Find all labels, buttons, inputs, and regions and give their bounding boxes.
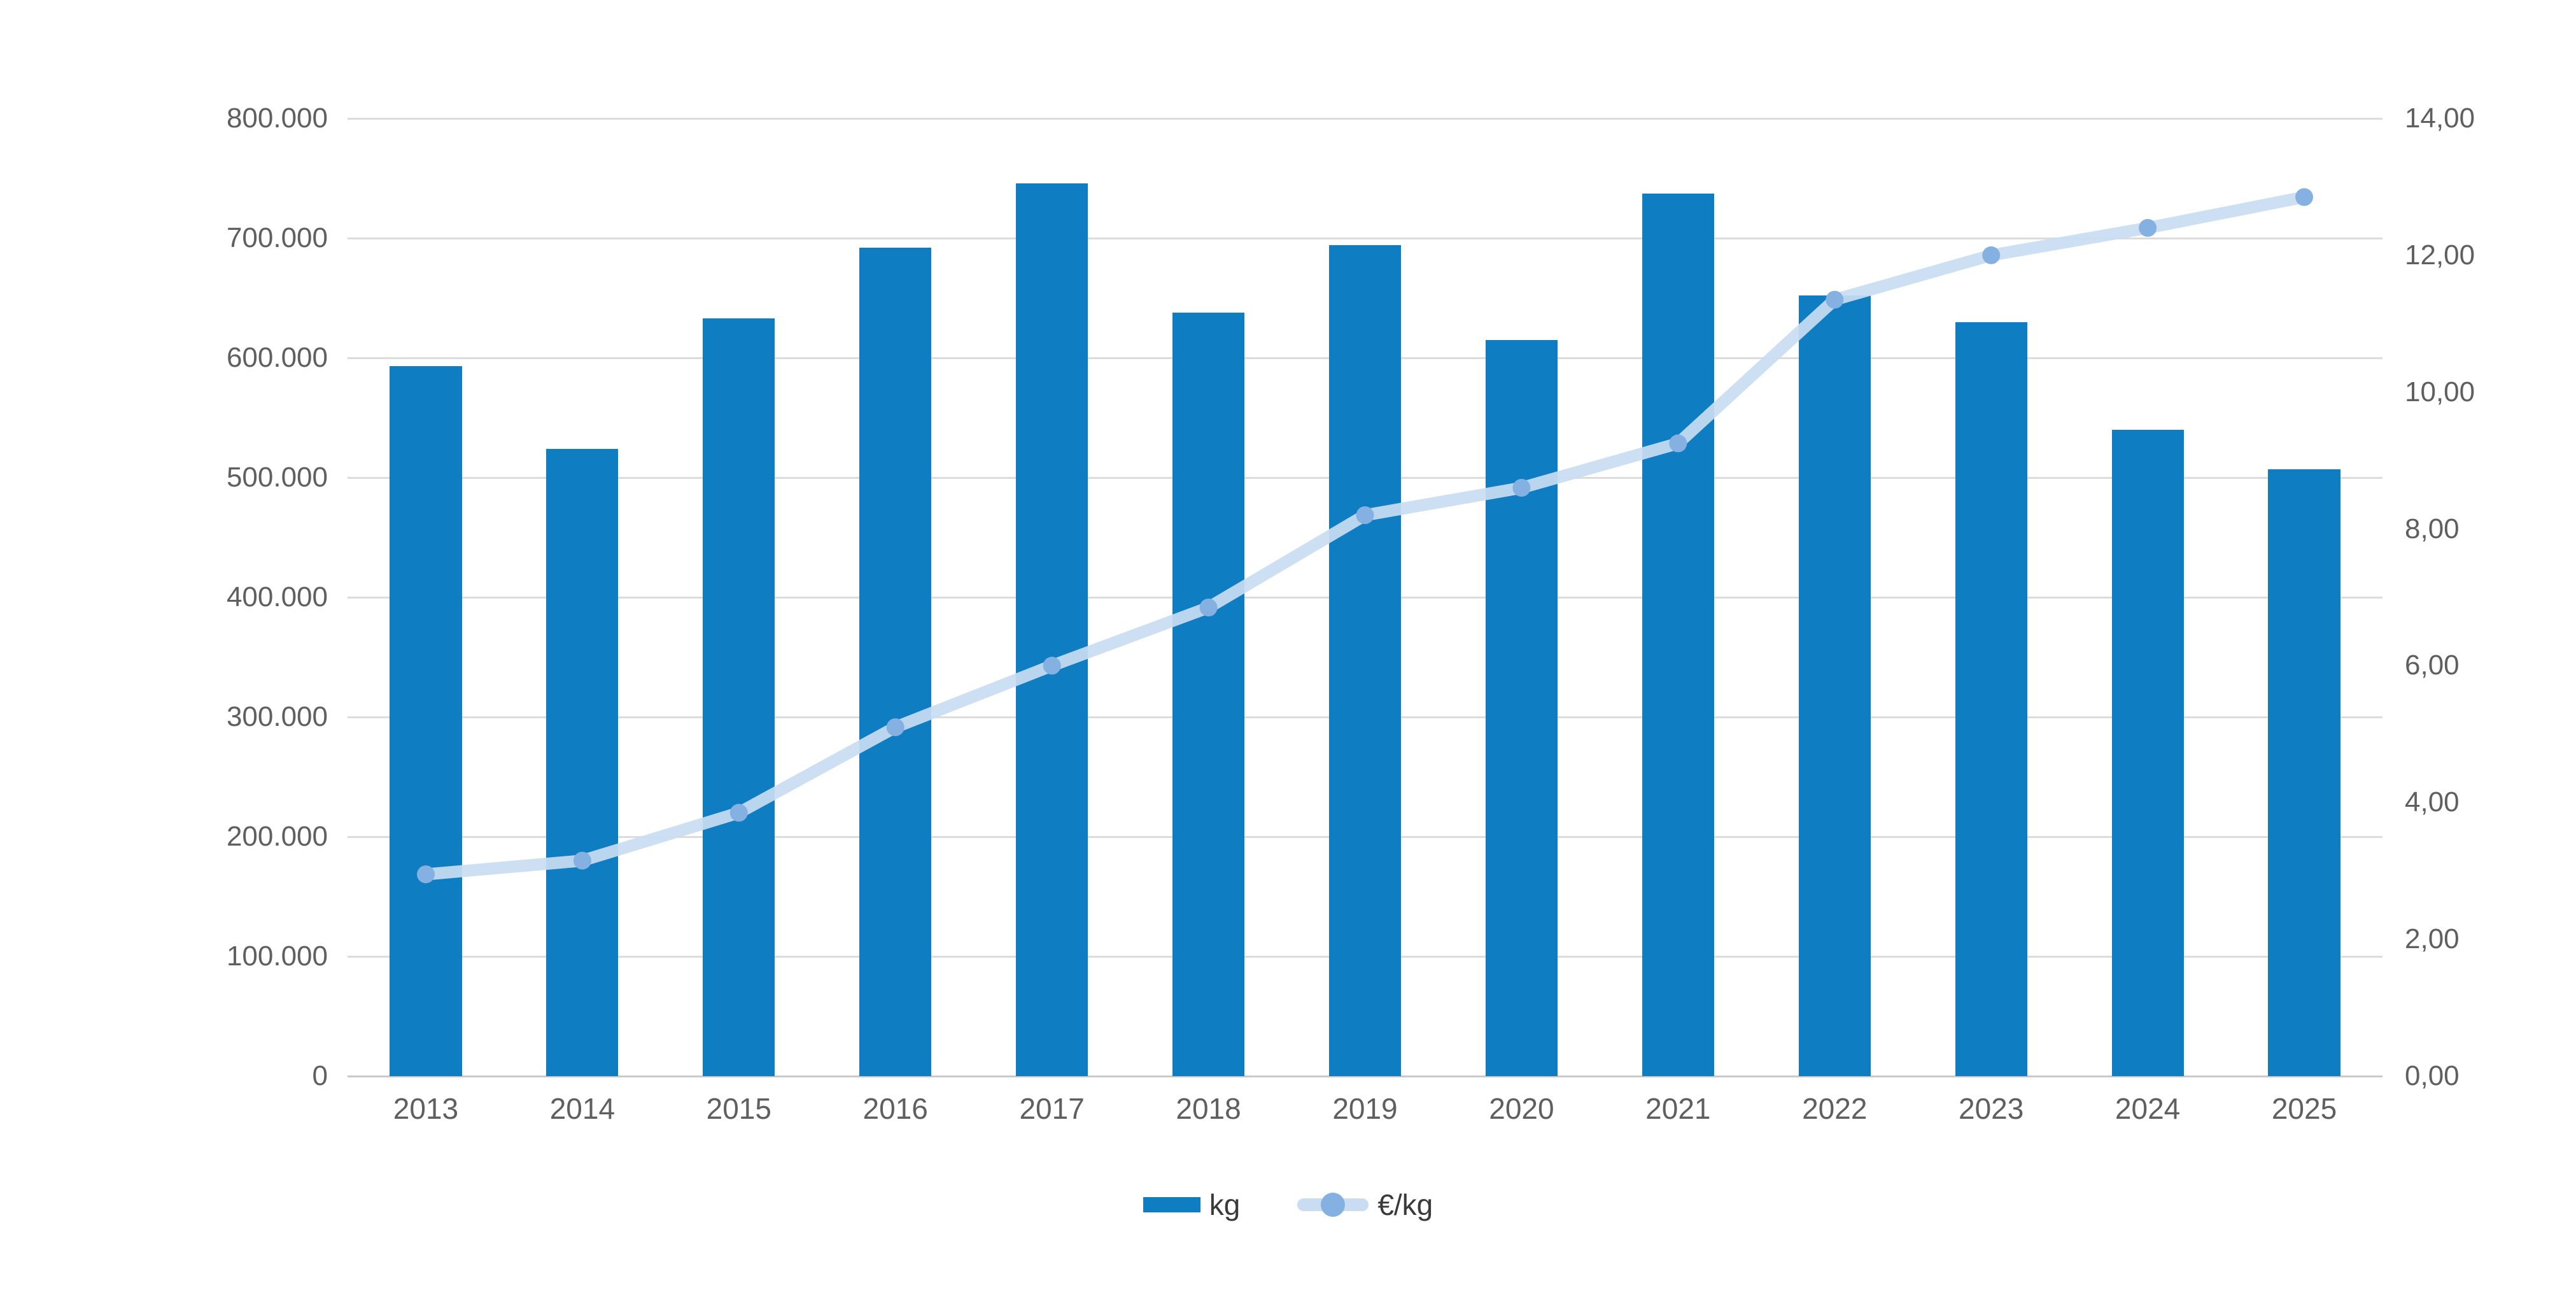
- line-point-2014[interactable]: [573, 851, 591, 870]
- bar-2016[interactable]: [859, 248, 932, 1076]
- gridline: [348, 1075, 2382, 1077]
- kg-bar-swatch-icon: [1143, 1197, 1200, 1212]
- bar-slot: [2069, 118, 2226, 1076]
- x-axis-tick-label: 2022: [1802, 1092, 1868, 1125]
- bar-2013[interactable]: [390, 366, 462, 1076]
- bar-slot: [1287, 118, 1444, 1076]
- right-axis-tick-label: 8,00: [2405, 513, 2460, 544]
- line-series-eur-per-kg: [417, 188, 2313, 884]
- gridline: [348, 118, 2382, 120]
- line-point-2017[interactable]: [1043, 656, 1061, 675]
- right-y-axis: 14,00 12,00 10,00 8,00 6,00 4,00 2,00 0,00: [2405, 103, 2570, 1091]
- left-axis-tick-label: 600.000: [226, 342, 328, 373]
- legend: kg €/kg: [0, 1179, 2576, 1230]
- right-axis-tick-label: 6,00: [2405, 649, 2460, 681]
- left-axis-tick-label: 500.000: [226, 462, 328, 493]
- x-axis-tick-label: 2023: [1959, 1092, 2024, 1125]
- right-axis-tick-label: 4,00: [2405, 786, 2460, 818]
- left-axis-tick-label: 700.000: [226, 222, 328, 253]
- eur-per-kg-line: [419, 191, 2311, 881]
- left-axis-tick-label: 300.000: [226, 701, 328, 732]
- eur-per-kg-line-swatch-icon: [1297, 1193, 1369, 1217]
- right-axis-tick-label: 12,00: [2405, 239, 2475, 271]
- bar-slot: [1913, 118, 2069, 1076]
- x-axis-tick-label: 2013: [393, 1092, 459, 1125]
- line-point-2016[interactable]: [886, 718, 904, 737]
- line-point-2018[interactable]: [1199, 599, 1218, 617]
- left-y-axis: 800.000 700.000 600.000 500.000 400.000 300.0…: [0, 103, 328, 1091]
- left-axis-tick-label: 100.000: [226, 940, 328, 972]
- bar-2015[interactable]: [703, 318, 775, 1076]
- line-point-2019[interactable]: [1356, 506, 1374, 525]
- bar-slot: [974, 118, 1130, 1076]
- line-point-2024[interactable]: [2139, 218, 2157, 237]
- left-axis-tick-label: 800.000: [226, 103, 328, 134]
- x-axis-tick-label: 2020: [1489, 1092, 1554, 1125]
- bar-slot: [1443, 118, 1600, 1076]
- x-axis-tick-label: 2015: [706, 1092, 771, 1125]
- plot-area: [348, 118, 2382, 1077]
- bar-2021[interactable]: [1642, 194, 1714, 1076]
- x-axis-tick-label: 2025: [2271, 1092, 2337, 1125]
- right-axis-tick-label: 0,00: [2405, 1060, 2460, 1091]
- legend-label-kg: kg: [1209, 1188, 1241, 1221]
- line-point-2025[interactable]: [2295, 188, 2313, 206]
- x-axis-tick-label: 2021: [1645, 1092, 1711, 1125]
- x-axis-tick-label: 2016: [862, 1092, 928, 1125]
- line-point-2020[interactable]: [1512, 479, 1531, 497]
- left-axis-tick-label: 400.000: [226, 581, 328, 613]
- bar-slot: [1130, 118, 1287, 1076]
- gridline: [348, 238, 2382, 239]
- bar-slot: [1756, 118, 1913, 1076]
- right-axis-tick-label: 14,00: [2405, 103, 2475, 134]
- x-axis: 2013 2014 2015 2016 2017 2018 2019 2020 2021 2022…: [348, 1086, 2382, 1131]
- bar-2018[interactable]: [1172, 312, 1245, 1076]
- bar-2024[interactable]: [2111, 429, 2184, 1076]
- eur-per-kg-point-icon: [1321, 1193, 1346, 1217]
- right-axis-tick-label: 2,00: [2405, 923, 2460, 955]
- x-axis-tick-label: 2014: [549, 1092, 616, 1125]
- bar-slot: [348, 118, 504, 1076]
- bar-2020[interactable]: [1485, 339, 1558, 1076]
- left-axis-tick-label: 0: [312, 1060, 328, 1091]
- bar-2019[interactable]: [1328, 245, 1402, 1076]
- bar-series-kg: [348, 118, 2382, 1076]
- line-point-2022[interactable]: [1826, 290, 1844, 309]
- bar-slot: [661, 118, 817, 1076]
- line-point-2013[interactable]: [417, 865, 435, 884]
- legend-item-kg[interactable]: kg: [1143, 1188, 1241, 1222]
- bar-slot: [817, 118, 974, 1076]
- bar-2023[interactable]: [1955, 322, 2027, 1076]
- bar-slot: [504, 118, 661, 1076]
- x-axis-tick-label: 2024: [2115, 1092, 2181, 1125]
- bar-2022[interactable]: [1798, 295, 1871, 1076]
- left-axis-tick-label: 200.000: [226, 821, 328, 852]
- bar-slot: [1600, 118, 1756, 1076]
- line-point-2021[interactable]: [1669, 434, 1687, 453]
- line-point-2015[interactable]: [729, 804, 748, 822]
- bar-slot: [2226, 118, 2382, 1076]
- bar-2017[interactable]: [1016, 183, 1088, 1076]
- bar-2014[interactable]: [546, 448, 619, 1076]
- legend-item-eur-per-kg[interactable]: €/kg: [1297, 1188, 1433, 1222]
- line-point-2023[interactable]: [1982, 246, 2001, 264]
- x-axis-tick-label: 2017: [1019, 1092, 1085, 1125]
- legend-label-eur-per-kg: €/kg: [1377, 1188, 1433, 1221]
- x-axis-tick-label: 2019: [1332, 1092, 1398, 1125]
- right-axis-tick-label: 10,00: [2405, 376, 2475, 408]
- bar-2025[interactable]: [2268, 469, 2340, 1076]
- x-axis-tick-label: 2018: [1176, 1092, 1241, 1125]
